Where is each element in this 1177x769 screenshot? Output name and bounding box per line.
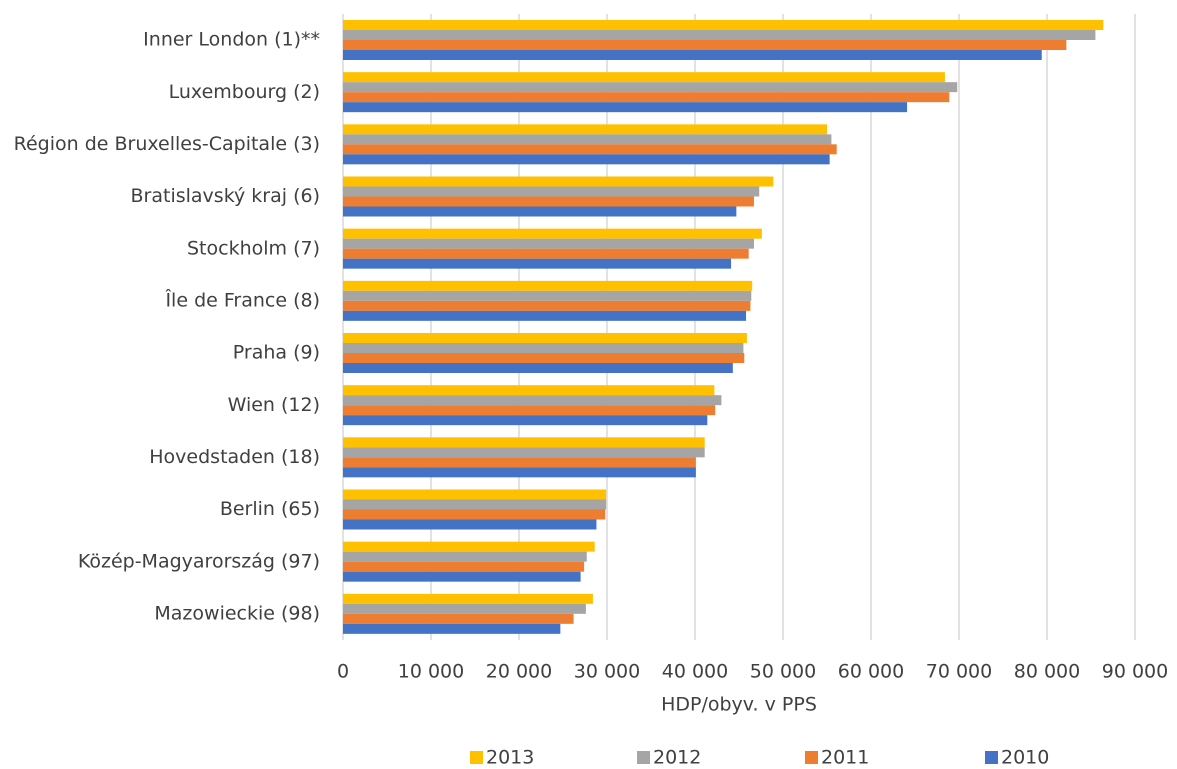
- legend-swatch: [470, 751, 483, 764]
- bar: [343, 603, 586, 614]
- y-tick-label: Région de Bruxelles-Capitale (3): [14, 133, 320, 155]
- y-tick-label: Hovedstaden (18): [149, 446, 320, 468]
- bar: [343, 40, 1067, 50]
- bar: [343, 20, 1104, 30]
- y-tick-label: Mazowieckie (98): [154, 602, 320, 624]
- bar: [343, 92, 950, 103]
- bar: [343, 154, 830, 165]
- bar: [343, 50, 1042, 60]
- y-tick-label: Praha (9): [233, 342, 320, 364]
- bar: [343, 363, 733, 373]
- x-axis-title: HDP/obyv. v PPS: [661, 694, 817, 716]
- bar: [343, 186, 760, 197]
- y-tick-label: Luxembourg (2): [169, 81, 320, 103]
- bar: [343, 405, 716, 416]
- x-tick-label: 40 000: [662, 661, 728, 683]
- bar: [343, 541, 595, 552]
- bar: [343, 228, 762, 239]
- bar: [343, 290, 752, 301]
- bar: [343, 206, 737, 217]
- x-tick-label: 50 000: [750, 661, 816, 683]
- x-tick-label: 80 000: [1014, 661, 1080, 683]
- bar: [343, 248, 749, 259]
- y-tick-label: Île de France (8): [164, 288, 320, 311]
- legend-swatch: [805, 751, 818, 764]
- bar: [343, 395, 722, 406]
- x-tick-label: 70 000: [926, 661, 992, 683]
- bar: [343, 519, 597, 530]
- bar: [343, 333, 747, 343]
- y-tick-label: Stockholm (7): [187, 237, 320, 259]
- y-tick-label: Bratislavský kraj (6): [131, 185, 320, 207]
- bar: [343, 457, 696, 468]
- bar: [343, 509, 606, 520]
- legend-label: 2012: [653, 747, 701, 769]
- bar: [343, 134, 832, 145]
- y-tick-label: Közép-Magyarország (97): [78, 550, 320, 572]
- bar: [343, 437, 705, 448]
- bar: [343, 102, 908, 113]
- y-tick-label: Wien (12): [228, 394, 320, 416]
- bar: [343, 280, 753, 291]
- bar: [343, 343, 744, 353]
- bar: [343, 613, 574, 624]
- bar: [343, 238, 754, 249]
- bar: [343, 593, 593, 604]
- bar: [343, 82, 958, 93]
- bar: [343, 144, 837, 155]
- bar: [343, 310, 747, 321]
- bar: [343, 124, 827, 135]
- bar: [343, 258, 732, 269]
- x-tick-label: 10 000: [398, 661, 464, 683]
- bar: [343, 30, 1096, 40]
- legend-label: 2011: [821, 747, 869, 769]
- bar: [343, 561, 585, 572]
- legend-label: 2013: [486, 747, 534, 769]
- y-tick-label: Berlin (65): [220, 498, 320, 520]
- bar: [343, 196, 754, 207]
- bar: [343, 571, 581, 582]
- bar: [343, 176, 774, 187]
- legend-swatch: [985, 751, 998, 764]
- x-tick-label: 0: [337, 661, 349, 683]
- bar: [343, 499, 607, 510]
- bar: [343, 300, 751, 311]
- x-tick-label: 30 000: [574, 661, 640, 683]
- bar: [343, 447, 705, 458]
- bar: [343, 551, 587, 562]
- bar: [343, 353, 745, 363]
- legend-label: 2010: [1001, 747, 1049, 769]
- y-tick-label: Inner London (1)**: [143, 29, 320, 51]
- bar: [343, 467, 696, 478]
- bar: [343, 415, 708, 426]
- x-tick-label: 20 000: [486, 661, 552, 683]
- x-tick-label: 90 000: [1102, 661, 1168, 683]
- bar: [343, 385, 715, 396]
- bar: [343, 489, 607, 500]
- bar: [343, 623, 561, 634]
- legend-swatch: [637, 751, 650, 764]
- bar: [343, 72, 945, 83]
- x-tick-label: 60 000: [838, 661, 904, 683]
